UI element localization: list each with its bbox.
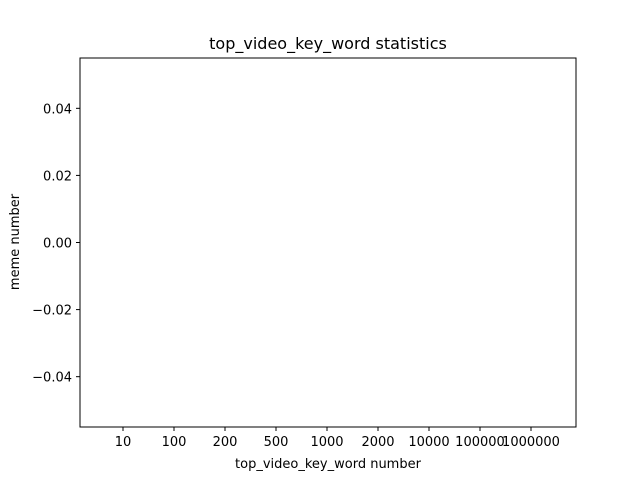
x-tick-label: 100 [162,435,187,450]
chart-title: top_video_key_word statistics [209,34,447,54]
y-tick-label: −0.04 [32,371,72,386]
x-tick-label: 10000 [408,435,449,450]
x-tick-label: 500 [264,435,289,450]
y-tick-label: −0.02 [32,304,72,319]
x-tick-label: 1000000 [502,435,560,450]
x-tick-label: 200 [213,435,238,450]
y-tick-label: 0.04 [43,102,72,117]
y-tick-label: 0.02 [43,169,72,184]
x-tick-label: 2000 [361,435,394,450]
y-tick-label: 0.00 [43,237,72,252]
y-axis-ticks: 0.04 0.02 0.00 −0.02 −0.04 [32,102,80,386]
x-tick-label: 1000 [310,435,343,450]
x-axis-label: top_video_key_word number [235,457,422,472]
x-tick-label: 10 [115,435,132,450]
x-tick-label: 100000 [455,435,505,450]
y-axis-label: meme number [8,193,23,290]
